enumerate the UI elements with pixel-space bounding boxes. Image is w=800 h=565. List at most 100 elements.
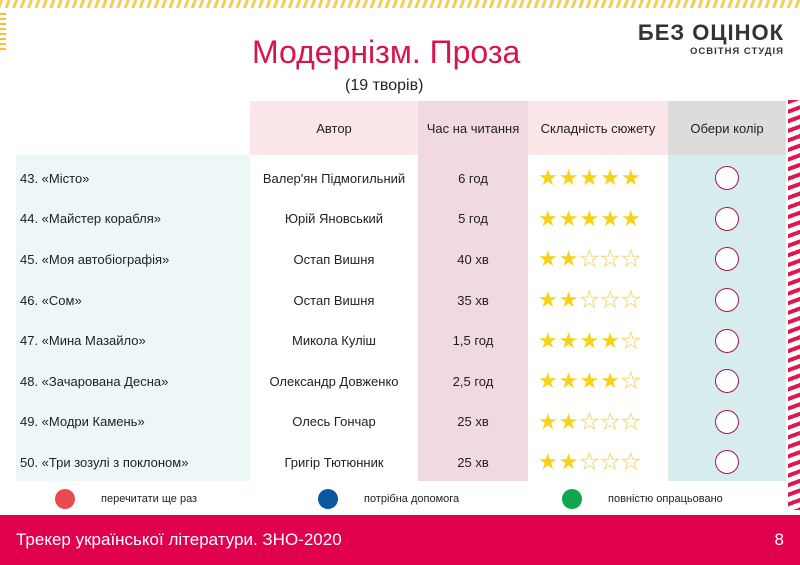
color-pick-circle[interactable] <box>715 369 739 394</box>
header-color: Обери колір <box>690 120 764 136</box>
star-filled-icon: ★ <box>538 449 559 475</box>
star-empty-icon: ★ <box>620 368 642 394</box>
header-author: Автор <box>316 120 352 136</box>
work-author: Микола Куліш <box>292 333 376 349</box>
difficulty-rating: ★ ★ ★ ★ ★ <box>528 239 668 280</box>
reading-time: 2,5 год <box>452 373 494 389</box>
logo-name: БЕЗ ОЦІНОК <box>637 20 784 45</box>
star-empty-icon: ★ <box>600 287 621 313</box>
author-header-bg <box>250 101 418 155</box>
color-header-bg <box>668 101 786 155</box>
star-empty-icon: ★ <box>620 287 642 313</box>
work-title: 50. «Три зозулі з поклоном» <box>20 454 189 470</box>
reading-time: 35 хв <box>457 292 489 308</box>
table-row: 48. «Зачарована Десна» Олександр Довженк… <box>16 361 786 402</box>
top-decoration <box>0 0 800 8</box>
legend-item-done: повністю опрацьовано <box>562 489 723 509</box>
star-empty-icon: ★ <box>620 327 642 353</box>
star-filled-icon: ★ <box>620 205 642 231</box>
star-empty-icon: ★ <box>579 287 601 313</box>
difficulty-rating: ★ ★ ★ ★ ★ <box>528 402 668 443</box>
star-filled-icon: ★ <box>538 165 559 191</box>
star-empty-icon: ★ <box>620 408 642 434</box>
star-filled-icon: ★ <box>579 205 601 231</box>
star-filled-icon: ★ <box>538 287 559 313</box>
star-filled-icon: ★ <box>538 246 559 272</box>
title-column-bg <box>16 155 250 481</box>
work-title: 48. «Зачарована Десна» <box>20 373 169 389</box>
work-title: 49. «Модри Камень» <box>20 414 145 430</box>
page-number: 8 <box>774 530 784 549</box>
legend-label: перечитати ще раз <box>101 493 198 505</box>
star-empty-icon: ★ <box>620 449 642 475</box>
header-time: Час на читання <box>426 120 520 136</box>
logo: БЕЗ ОЦІНОК ОСВІТНЯ СТУДІЯ <box>638 20 784 57</box>
left-decoration <box>0 10 6 50</box>
right-decoration <box>788 100 800 510</box>
reading-time: 25 хв <box>457 454 489 470</box>
difficulty-rating: ★ ★ ★ ★ ★ <box>528 158 668 199</box>
star-empty-icon: ★ <box>620 246 642 272</box>
legend-item-help: потрібна допомога <box>318 489 459 509</box>
star-filled-icon: ★ <box>558 165 580 191</box>
work-title: 46. «Сом» <box>20 292 82 308</box>
star-empty-icon: ★ <box>600 408 621 434</box>
color-pick-circle[interactable] <box>715 288 739 313</box>
work-author: Юрій Яновський <box>284 211 384 227</box>
star-empty-icon: ★ <box>579 449 601 475</box>
reading-time: 40 хв <box>457 251 489 267</box>
color-pick-circle[interactable] <box>715 206 739 231</box>
color-pick-circle[interactable] <box>715 247 739 272</box>
star-filled-icon: ★ <box>558 449 580 475</box>
footer-text: Трекер української літератури. ЗНО-2020 <box>16 530 342 549</box>
star-filled-icon: ★ <box>558 287 580 313</box>
difficulty-rating: ★ ★ ★ ★ ★ <box>528 280 668 321</box>
logo-tagline: ОСВІТНЯ СТУДІЯ <box>690 46 784 57</box>
star-filled-icon: ★ <box>600 368 621 394</box>
star-filled-icon: ★ <box>558 368 580 394</box>
difficulty-rating: ★ ★ ★ ★ ★ <box>528 199 668 240</box>
star-filled-icon: ★ <box>558 327 580 353</box>
reading-time: 25 хв <box>457 414 489 430</box>
legend-label: повністю опрацьовано <box>608 493 723 505</box>
reading-time: 6 год <box>458 170 488 186</box>
difficulty-rating: ★ ★ ★ ★ ★ <box>528 442 668 483</box>
footer: Трекер української літератури. ЗНО-2020 … <box>0 515 800 565</box>
color-pick-circle[interactable] <box>715 166 739 191</box>
color-pick-circle[interactable] <box>715 328 739 353</box>
color-pick-circle[interactable] <box>715 450 739 475</box>
star-empty-icon: ★ <box>600 246 621 272</box>
work-author: Григір Тютюнник <box>284 454 384 470</box>
star-filled-icon: ★ <box>579 368 601 394</box>
reading-time: 1,5 год <box>452 333 494 349</box>
difficulty-rating: ★ ★ ★ ★ ★ <box>528 320 668 361</box>
table-row: 50. «Три зозулі з поклоном» Григір Тютюн… <box>16 442 786 483</box>
work-author: Остап Вишня <box>293 292 375 308</box>
legend-item-reread: перечитати ще раз <box>55 489 197 509</box>
difficulty-rating: ★ ★ ★ ★ ★ <box>528 361 668 402</box>
star-filled-icon: ★ <box>579 165 601 191</box>
page-title: Модернізм. Проза <box>252 34 521 70</box>
work-author: Валер'ян Підмогильний <box>262 170 406 186</box>
work-author: Олесь Гончар <box>292 414 376 430</box>
difficulty-header-bg <box>528 101 668 155</box>
color-pick-circle[interactable] <box>715 409 739 434</box>
star-filled-icon: ★ <box>620 165 642 191</box>
star-filled-icon: ★ <box>600 327 621 353</box>
work-title: 47. «Мина Мазайло» <box>20 333 146 349</box>
star-filled-icon: ★ <box>600 165 621 191</box>
table-row: 47. «Мина Мазайло» Микола Куліш 1,5 год … <box>16 320 786 361</box>
legend-label: потрібна допомога <box>364 493 460 505</box>
work-title: 43. «Місто» <box>20 170 90 186</box>
table-row: 44. «Майстер корабля» Юрій Яновський 5 г… <box>16 199 786 240</box>
star-filled-icon: ★ <box>579 327 601 353</box>
red-dot-icon <box>55 489 75 509</box>
star-empty-icon: ★ <box>579 246 601 272</box>
star-empty-icon: ★ <box>579 408 601 434</box>
star-filled-icon: ★ <box>600 205 621 231</box>
work-author: Олександр Довженко <box>269 373 399 389</box>
star-filled-icon: ★ <box>538 205 559 231</box>
work-author: Остап Вишня <box>293 251 375 267</box>
blue-dot-icon <box>318 489 338 509</box>
star-filled-icon: ★ <box>558 246 580 272</box>
